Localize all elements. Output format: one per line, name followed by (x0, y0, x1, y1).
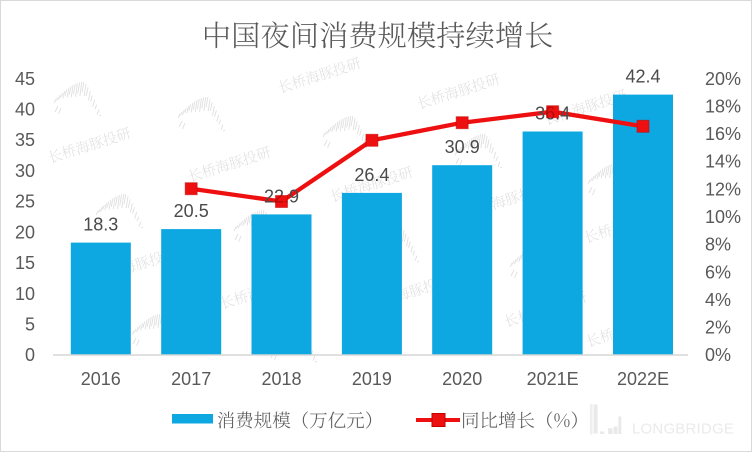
svg-text:8%: 8% (705, 235, 731, 255)
svg-text:16%: 16% (705, 124, 741, 144)
svg-text:2020: 2020 (442, 369, 482, 389)
svg-text:10: 10 (15, 284, 35, 304)
svg-text:0: 0 (25, 345, 35, 365)
svg-text:LONGBRIDGE: LONGBRIDGE (632, 421, 734, 438)
svg-text:2%: 2% (705, 318, 731, 338)
svg-text:2017: 2017 (171, 369, 211, 389)
svg-text:30: 30 (15, 161, 35, 181)
svg-text:42.4: 42.4 (625, 67, 660, 87)
svg-text:20%: 20% (705, 69, 741, 89)
svg-text:6%: 6% (705, 262, 731, 282)
svg-text:18.3: 18.3 (83, 215, 118, 235)
svg-text:2022E: 2022E (617, 369, 669, 389)
svg-text:20: 20 (15, 222, 35, 242)
svg-text:35: 35 (15, 130, 35, 150)
svg-text:18%: 18% (705, 96, 741, 116)
svg-text:5: 5 (25, 315, 35, 335)
svg-text:15: 15 (15, 253, 35, 273)
svg-text:25: 25 (15, 192, 35, 212)
svg-text:12%: 12% (705, 179, 741, 199)
svg-text:30.9: 30.9 (445, 137, 480, 157)
svg-text:10%: 10% (705, 207, 741, 227)
svg-text:22.9: 22.9 (264, 186, 299, 206)
svg-text:45: 45 (15, 69, 35, 89)
svg-text:2016: 2016 (81, 369, 121, 389)
svg-text:4%: 4% (705, 290, 731, 310)
svg-text:0%: 0% (705, 345, 731, 365)
svg-text:2019: 2019 (352, 369, 392, 389)
svg-text:36.4: 36.4 (535, 103, 570, 123)
svg-text:14%: 14% (705, 152, 741, 172)
svg-text:26.4: 26.4 (354, 165, 389, 185)
svg-text:2021E: 2021E (527, 369, 579, 389)
svg-text:40: 40 (15, 100, 35, 120)
svg-text:20.5: 20.5 (174, 201, 209, 221)
svg-text:2018: 2018 (261, 369, 301, 389)
